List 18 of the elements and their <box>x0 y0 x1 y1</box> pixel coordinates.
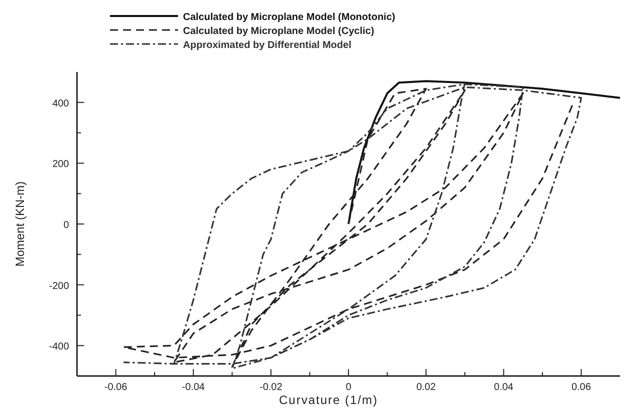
y-axis-title: Moment (KN-m) <box>13 181 27 267</box>
text: Approximated by Differential Model <box>183 40 352 51</box>
x-axis-title: Curvature (1/m) <box>278 393 378 407</box>
x-tick-label: -0.04 <box>182 382 206 393</box>
y-tick-label: -200 <box>48 280 70 292</box>
y-tick-label: 0 <box>63 220 70 231</box>
x-tick-label: 0.04 <box>494 382 514 393</box>
text: Calculated by Microplane Model (Monotonic) <box>183 12 396 23</box>
line-series <box>348 80 621 225</box>
x-tick-label: 0.06 <box>571 382 592 393</box>
x-tick-label: 0.02 <box>416 382 436 393</box>
x-tick-label: -0.06 <box>104 382 128 393</box>
y-tick-label: 400 <box>52 98 70 110</box>
y-tick-label: -400 <box>48 342 70 353</box>
x-tick-label: -0.02 <box>260 382 283 393</box>
text: Calculated by Microplane Model (Cyclic) <box>183 26 374 37</box>
x-tick-label: 0 <box>346 382 352 393</box>
y-tick-label: 200 <box>52 159 70 170</box>
